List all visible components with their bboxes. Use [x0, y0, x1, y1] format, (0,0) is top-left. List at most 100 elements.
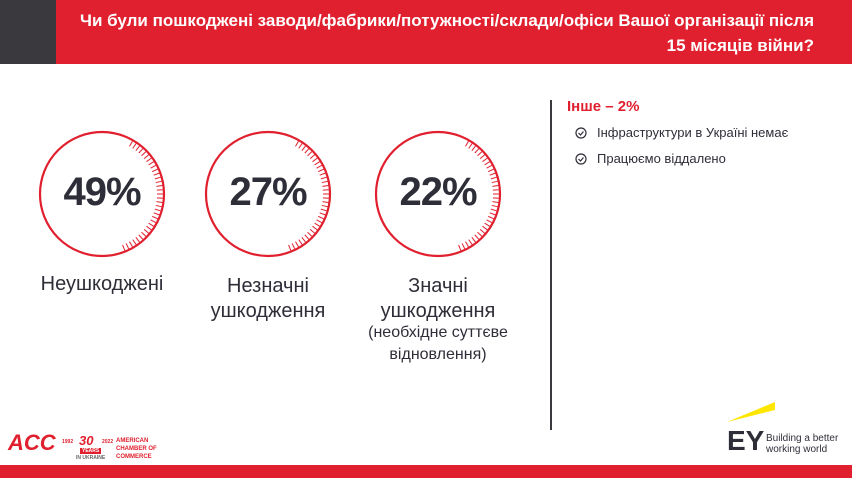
gauge-tick [486, 219, 493, 224]
gauge-tick [482, 157, 488, 163]
gauge-tick [135, 237, 140, 243]
gauge-tick [319, 172, 326, 176]
gauge-tick [320, 176, 327, 180]
gauge-tick [477, 151, 483, 157]
gauge-tick [304, 148, 310, 154]
gauge-tick [458, 244, 462, 251]
ey-logo: EY [727, 425, 765, 456]
gauge-ring [38, 130, 166, 258]
gauge-tick [314, 222, 320, 227]
gauge-ring [374, 130, 502, 258]
gauge-tick [484, 161, 490, 166]
badge-text: YEARS [80, 448, 102, 454]
gauge-tick [471, 237, 476, 243]
gauge-tick [153, 212, 160, 216]
item-label: Значні ушкодження [380, 275, 496, 322]
item-label: Неушкоджені [40, 273, 164, 295]
gauge-tick [318, 168, 324, 173]
gauge-tick [304, 234, 310, 240]
gauge-tick [295, 241, 299, 248]
gauge-tick [477, 231, 483, 237]
badge-years: 30 [79, 433, 94, 448]
gauge-tick [141, 151, 147, 157]
gauge-tick [468, 239, 473, 245]
gauge-tick [465, 140, 469, 147]
gauge-tick [489, 172, 496, 176]
gauge-tick [482, 225, 488, 231]
gauge-tick [152, 215, 158, 220]
gauge-tick [314, 161, 320, 166]
percent: 22% [399, 170, 477, 214]
gauge-tick [312, 225, 318, 231]
gauge-tick [468, 143, 473, 149]
gauge-tick [146, 157, 152, 163]
badge-text: 1992 [62, 439, 74, 445]
gauge-tick [125, 243, 130, 250]
badge-text: 2022 [102, 439, 114, 445]
gauge-tick [309, 154, 316, 160]
gauge-tick [295, 140, 299, 147]
gauge-tick [155, 180, 162, 184]
gauge-tick [307, 151, 313, 157]
gauge-tick [148, 161, 154, 166]
gauge-tick [461, 243, 466, 250]
gauge-tick [474, 234, 480, 240]
gauge-tick [479, 154, 486, 160]
gauge-ring [204, 130, 332, 258]
gauge-tick [129, 140, 133, 147]
gauge-tick [148, 222, 154, 227]
gauge-tick [135, 145, 140, 151]
check-text: Працюємо віддалено [597, 151, 726, 166]
gauge-tick [143, 228, 150, 234]
gauge-tick [298, 239, 303, 245]
gauge-tick [132, 143, 137, 149]
gauge-tick [471, 145, 476, 151]
amcham-text: AMERICAN CHAMBER OF COMMERCE [116, 438, 157, 460]
gauge-tick [489, 212, 496, 216]
gauge-tick [146, 225, 152, 231]
gauge-tick [155, 204, 162, 208]
gauge-tick [291, 243, 296, 250]
gauge-tick [152, 168, 158, 173]
header-block [0, 0, 56, 64]
gauge-tick [156, 185, 163, 187]
gauge-tick [138, 148, 144, 154]
gauge-tick [484, 222, 490, 227]
gauge [374, 130, 502, 258]
gauge-tick [491, 180, 498, 184]
gauge-tick [321, 180, 328, 184]
gauge-tick [288, 244, 292, 251]
gauge-tick [321, 204, 328, 208]
gauge-tick [156, 201, 163, 203]
gauge-tick [490, 176, 497, 180]
gauge-tick [465, 241, 469, 248]
gauge-tick [307, 231, 313, 237]
title: Чи були пошкоджені заводи/фабрики/потужн… [80, 11, 814, 55]
gauge-tick [490, 208, 497, 212]
gauge-tick [132, 239, 137, 245]
gauge-tick [153, 172, 160, 176]
gauge-tick [491, 204, 498, 208]
gauge-tick [298, 143, 303, 149]
check-item: Інфраструктури в Україні немає [575, 125, 788, 140]
gauge-tick [492, 185, 499, 187]
gauge-tick [122, 244, 126, 251]
amcham-badge: 1992 30 2022 YEARS IN UKRAINE [62, 433, 122, 461]
gauge-tick [301, 237, 306, 243]
gauge-tick [301, 145, 306, 151]
gauge-tick [138, 234, 144, 240]
gauge-tick [154, 176, 161, 180]
item-label: Незначні ушкодження [210, 275, 326, 322]
check-icon [575, 152, 587, 165]
gauge-tick [316, 219, 323, 224]
check-icon [575, 126, 587, 139]
gauge-tick [488, 168, 494, 173]
gauge-tick [479, 228, 486, 234]
gauge-tick [154, 208, 161, 212]
gauge-tick [319, 212, 326, 216]
gauge-tick [474, 148, 480, 154]
gauge-tick [143, 154, 150, 160]
gauge-tick [488, 215, 494, 220]
gauge-tick [141, 231, 147, 237]
